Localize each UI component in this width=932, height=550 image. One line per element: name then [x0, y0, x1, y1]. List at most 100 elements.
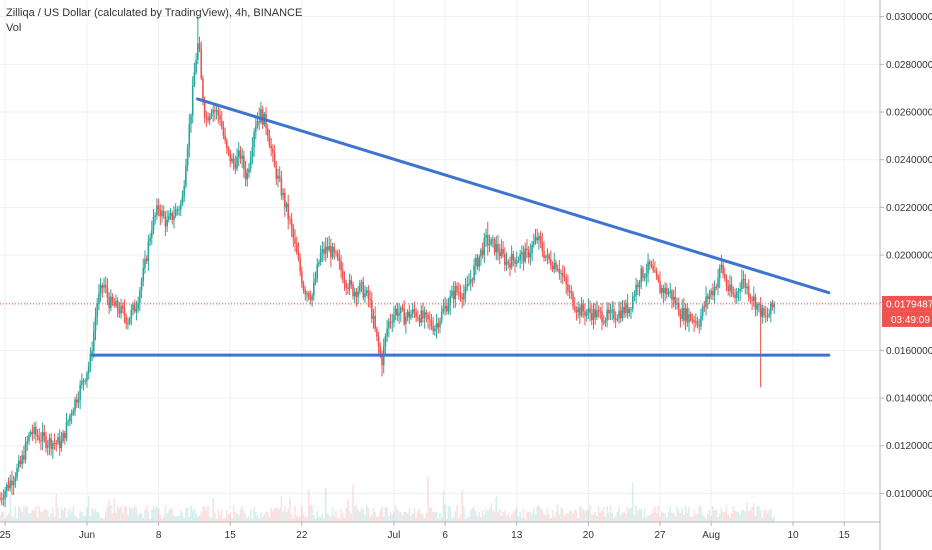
volume-bar: [619, 515, 622, 522]
candle-body: [505, 261, 508, 265]
volume-bar: [261, 516, 264, 522]
volume-bar: [265, 512, 267, 522]
volume-indicator-label[interactable]: Vol: [6, 22, 22, 34]
volume-bar: [430, 507, 433, 522]
volume-bar: [159, 514, 162, 522]
candle-body: [318, 262, 320, 265]
volume-bar: [640, 508, 643, 522]
time-axis[interactable]: 25 Jun 8 15 22 Jul 6 13 20 27 Aug 10 15: [0, 521, 880, 541]
candle-body: [676, 303, 678, 305]
volume-bar: [555, 511, 557, 522]
volume-bar: [150, 509, 153, 522]
volume-bar: [580, 507, 583, 522]
candle-body: [677, 303, 680, 315]
candle-body: [618, 310, 620, 319]
volume-bar: [266, 512, 269, 522]
candle-body: [428, 319, 431, 321]
candle-body: [471, 279, 474, 281]
volume-bar: [744, 511, 747, 522]
candle-body: [96, 303, 99, 318]
volume-bar: [510, 514, 513, 522]
volume-bar: [485, 508, 487, 522]
candle-body: [103, 284, 105, 288]
volume-bar: [568, 510, 571, 522]
candlestick-series: [0, 16, 776, 508]
volume-bar: [754, 515, 757, 522]
volume-bar: [422, 514, 424, 522]
candle-body: [174, 209, 177, 216]
candle-body: [45, 436, 47, 448]
candle-body: [662, 288, 665, 294]
candle-body: [17, 460, 20, 468]
volume-bar: [222, 518, 225, 522]
candle-body: [771, 303, 774, 307]
candle-body: [197, 43, 199, 60]
candle-body: [169, 213, 172, 216]
candle-body: [493, 239, 496, 253]
candle-body: [442, 308, 445, 312]
candle-body: [712, 290, 714, 296]
candle-body: [602, 322, 605, 324]
symbol-title[interactable]: Zilliqa / US Dollar (calculated by Tradi…: [6, 7, 303, 19]
volume-bar: [693, 509, 695, 522]
candle-body: [481, 249, 484, 256]
volume-bar: [573, 509, 576, 522]
candle-body: [99, 285, 102, 294]
candle-body: [514, 259, 516, 264]
volume-bar: [251, 518, 254, 522]
volume-bar: [215, 518, 218, 522]
volume-bar: [642, 517, 644, 522]
candle-body: [430, 320, 433, 327]
volume-bar: [425, 512, 428, 522]
volume-bar: [176, 516, 179, 522]
candle-body: [81, 380, 83, 385]
volume-bar: [609, 505, 612, 522]
candle-body: [408, 311, 411, 318]
volume-bar: [226, 510, 228, 522]
candle-body: [152, 216, 155, 231]
volume-bar: [256, 515, 259, 522]
volume-bar: [671, 512, 673, 522]
candle-body: [427, 314, 429, 320]
volume-bar: [655, 513, 658, 522]
candle-body: [544, 256, 547, 258]
candle-body: [746, 286, 748, 289]
candle-body: [585, 312, 588, 316]
volume-bar: [46, 510, 49, 522]
volume-bar: [696, 513, 699, 522]
volume-bar: [553, 516, 556, 522]
candle-body: [147, 241, 150, 261]
candle-body: [451, 290, 453, 296]
volume-bar: [321, 513, 324, 522]
volume-bar: [268, 517, 271, 522]
candle-body: [311, 295, 313, 300]
candle-body: [69, 415, 71, 422]
candle-body: [330, 245, 332, 258]
candle-body: [67, 421, 70, 423]
chart-legend[interactable]: Zilliqa / US Dollar (calculated by Tradi…: [6, 6, 302, 36]
volume-bar: [618, 505, 620, 522]
volume-bar: [149, 518, 151, 522]
volume-bar: [52, 507, 54, 522]
volume-bar: [502, 511, 504, 522]
volume-bar: [311, 505, 313, 522]
candle-body: [536, 237, 539, 241]
candle-body: [92, 331, 95, 351]
volume-bar: [82, 515, 85, 522]
candle-body: [188, 123, 191, 149]
candle-body: [575, 309, 578, 313]
candle-body: [498, 252, 501, 257]
candle-body: [686, 308, 689, 323]
candle-body: [604, 320, 607, 323]
volume-bar: [556, 504, 559, 522]
volume-bar: [381, 506, 383, 522]
trendlines[interactable]: [90, 97, 831, 357]
time-tick-label: 15: [225, 530, 237, 541]
volume-bar: [111, 513, 114, 522]
volume-bar: [28, 513, 30, 522]
volume-bar: [532, 507, 535, 522]
volume-bar: [758, 506, 760, 522]
